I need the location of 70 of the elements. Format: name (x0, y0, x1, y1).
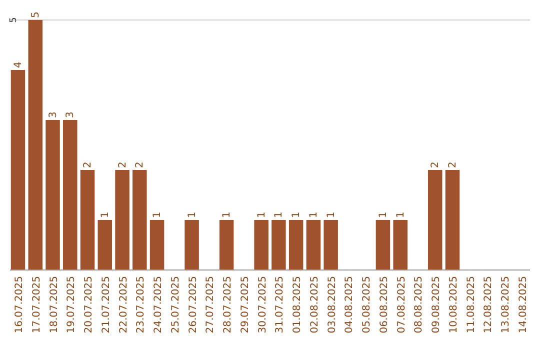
x-tick-label: 20.07.2025 (84, 276, 95, 334)
x-tick-label: 05.08.2025 (362, 276, 373, 334)
x-tick-label: 10.08.2025 (448, 276, 460, 334)
bar (393, 220, 408, 270)
data-label: 2 (117, 162, 128, 168)
bar (28, 20, 42, 270)
data-label: 1 (308, 212, 320, 218)
bar (46, 120, 60, 270)
data-label: 1 (291, 212, 302, 218)
x-tick-label: 29.07.2025 (240, 276, 251, 334)
data-label: 2 (82, 162, 94, 168)
data-label: 4 (12, 62, 24, 68)
bar (98, 220, 112, 270)
bar (63, 120, 78, 270)
x-tick-label: 12.08.2025 (483, 276, 494, 334)
bar (150, 220, 164, 270)
bar (184, 220, 199, 270)
bar (132, 170, 147, 270)
x-tick-label: 17.07.2025 (31, 276, 42, 334)
x-tick-label: 28.07.2025 (222, 276, 234, 334)
x-tick-label: 07.08.2025 (396, 276, 408, 334)
data-label: 2 (447, 162, 458, 168)
data-label: 5 (30, 12, 42, 18)
data-label: 1 (152, 212, 164, 218)
x-tick-label: 16.07.2025 (14, 276, 25, 334)
bar (306, 220, 321, 270)
data-label: 1 (395, 212, 406, 218)
bar (272, 220, 286, 270)
data-label: 1 (326, 212, 337, 218)
x-tick-label: 14.08.2025 (518, 276, 530, 334)
data-label: 1 (222, 212, 233, 218)
data-label: 3 (65, 112, 76, 118)
x-tick-label: 13.08.2025 (500, 276, 512, 334)
bar (324, 220, 338, 270)
x-tick-label: 27.07.2025 (205, 276, 216, 334)
data-label: 1 (100, 212, 111, 218)
bar (376, 220, 390, 270)
x-tick-label: 11.08.2025 (466, 276, 477, 334)
x-tick-label: 01.08.2025 (292, 276, 304, 334)
x-tick-label: 02.08.2025 (309, 276, 320, 334)
x-tick-label: 09.08.2025 (431, 276, 442, 334)
x-tick-label: 24.07.2025 (153, 276, 164, 334)
bar (288, 220, 304, 270)
x-tick-label: 03.08.2025 (326, 276, 338, 334)
x-tick-label: 18.07.2025 (48, 276, 60, 334)
data-label: 2 (134, 162, 146, 168)
bar (115, 170, 130, 270)
data-label: 3 (48, 112, 59, 118)
data-label: 1 (186, 212, 198, 218)
x-tick-label: 26.07.2025 (188, 276, 199, 334)
x-tick-label: 25.07.2025 (170, 276, 182, 334)
data-label: 1 (378, 212, 389, 218)
x-tick-label: 04.08.2025 (344, 276, 356, 334)
x-tick-label: 06.08.2025 (378, 276, 390, 334)
x-tick-label: 30.07.2025 (257, 276, 268, 334)
data-label: 1 (256, 212, 268, 218)
bar (219, 220, 234, 270)
data-label: 1 (274, 212, 285, 218)
bar (10, 70, 26, 270)
x-tick-label: 31.07.2025 (274, 276, 286, 334)
x-tick-label: 19.07.2025 (66, 276, 78, 334)
data-label: 2 (430, 162, 442, 168)
x-tick-label: 22.07.2025 (118, 276, 130, 334)
x-tick-label: 08.08.2025 (414, 276, 425, 334)
bar (254, 220, 268, 270)
bar (428, 170, 442, 270)
x-tick-label: 23.07.2025 (136, 276, 147, 334)
bar (80, 170, 95, 270)
x-tick-label: 21.07.2025 (100, 276, 112, 334)
bar (445, 170, 460, 270)
